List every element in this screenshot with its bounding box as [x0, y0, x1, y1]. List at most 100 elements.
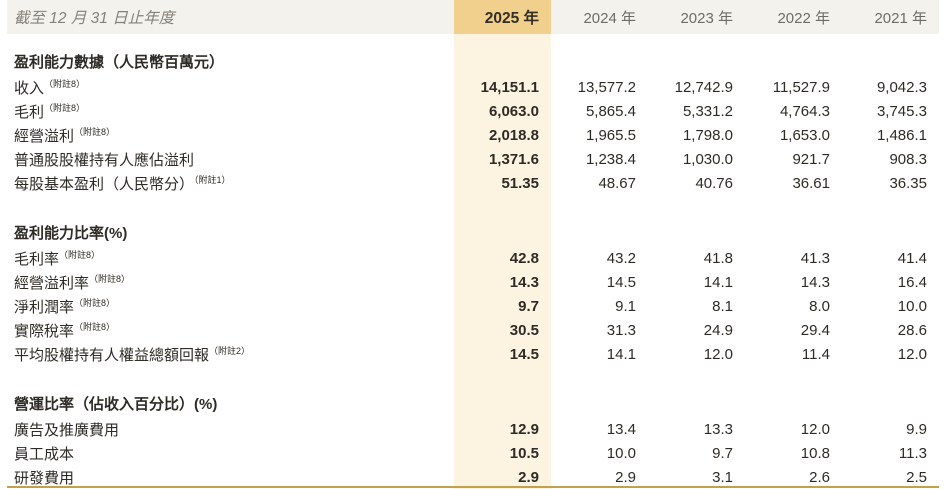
value-cell: 1,030.0: [682, 150, 733, 168]
highlight-empty-cell: [454, 366, 551, 390]
highlight-empty-cell: [454, 195, 551, 219]
value-cell: 12,742.9: [674, 78, 733, 96]
value-cell: 13.3: [703, 420, 733, 438]
empty-cell: [7, 34, 454, 48]
value-cell: 29.4: [800, 321, 830, 339]
financial-summary-table: 截至 12 月 31 日止年度 2025 年 2024 年 2023 年 202…: [7, 0, 939, 489]
empty-cell: [648, 366, 745, 390]
year-header-2023: 2023 年: [648, 0, 745, 34]
highlight-empty-cell: [454, 34, 551, 48]
empty-cell: [551, 390, 648, 417]
row-label: 經營溢利率: [14, 274, 90, 292]
value-cell: 24.9: [703, 321, 733, 339]
bottom-rule: [7, 486, 939, 488]
empty-cell: [648, 195, 745, 219]
row-label-cell: 淨利潤率（附註8）: [7, 294, 454, 318]
row-note: （附註1）: [194, 174, 231, 185]
value-cell: 41.8: [703, 249, 733, 267]
value-cell: 9.1: [615, 297, 636, 315]
table-row: 經營溢利（附註8） 2,018.8 1,965.5 1,798.0 1,653.0 1,4…: [7, 123, 939, 147]
row-label: 毛利率: [14, 250, 60, 268]
value-cell: 1,486.1: [876, 126, 927, 144]
value-cell: 14.5: [606, 273, 636, 291]
empty-cell: [842, 390, 939, 417]
value-cell: 2.6: [809, 468, 830, 486]
empty-cell: [648, 219, 745, 246]
spacer-row: [7, 195, 939, 219]
table-row: 收入（附註8） 14,151.1 13,577.2 12,742.9 11,527.9 9…: [7, 75, 939, 99]
section-title: 盈利能力比率(%): [14, 225, 128, 242]
value-cell: 9.7: [712, 444, 733, 462]
value-cell: 14.5: [454, 342, 551, 366]
row-label: 平均股權持有人權益總額回報: [14, 346, 210, 364]
value-cell: 36.35: [889, 174, 927, 192]
row-label: 普通股股權持有人應佔溢利: [14, 151, 195, 169]
value-cell: 1,965.5: [585, 126, 636, 144]
value-cell: 4,764.3: [779, 102, 830, 120]
value-cell: 36.61: [792, 174, 830, 192]
value-cell: 14.1: [606, 345, 636, 363]
row-note: （附註8）: [59, 249, 101, 260]
empty-cell: [745, 34, 842, 48]
section-title-row: 盈利能力比率(%): [7, 219, 939, 246]
empty-cell: [551, 195, 648, 219]
value-cell: 13,577.2: [577, 78, 636, 96]
value-cell: 1,798.0: [682, 126, 733, 144]
table-row: 每股基本盈利（人民幣分）（附註1） 51.35 48.67 40.76 36.61 36.…: [7, 171, 939, 195]
value-cell: 9.7: [454, 294, 551, 318]
row-label-cell: 普通股股權持有人應佔溢利: [7, 147, 454, 171]
empty-cell: [842, 195, 939, 219]
value-cell: 41.3: [800, 249, 830, 267]
table-row: 普通股股權持有人應佔溢利 1,371.6 1,238.4 1,030.0 921.7 90…: [7, 147, 939, 171]
row-label-cell: 研發費用: [7, 465, 454, 489]
value-cell: 1,653.0: [779, 126, 830, 144]
table-row: 平均股權持有人權益總額回報（附註2） 14.5 14.1 12.0 11.4 12.0: [7, 342, 939, 366]
value-cell: 3.1: [712, 468, 733, 486]
empty-cell: [745, 366, 842, 390]
empty-cell: [842, 366, 939, 390]
row-label: 廣告及推廣費用: [14, 421, 120, 439]
row-label: 淨利潤率: [14, 298, 75, 316]
value-cell: 6,063.0: [454, 99, 551, 123]
year-header-2025: 2025 年: [454, 0, 551, 34]
empty-cell: [842, 34, 939, 48]
value-cell: 10.0: [606, 444, 636, 462]
period-label: 截至 12 月 31 日止年度: [7, 0, 454, 34]
empty-cell: [7, 195, 454, 219]
value-cell: 2.9: [454, 465, 551, 489]
value-cell: 43.2: [606, 249, 636, 267]
row-note: （附註8）: [89, 273, 131, 284]
value-cell: 30.5: [454, 318, 551, 342]
empty-cell: [551, 366, 648, 390]
table-body: 盈利能力數據（人民幣百萬元） 收入（附註8） 14,151.1 13,577.2 12,…: [7, 34, 939, 489]
table-row: 廣告及推廣費用 12.9 13.4 13.3 12.0 9.9: [7, 417, 939, 441]
value-cell: 8.0: [809, 297, 830, 315]
row-label-cell: 收入（附註8）: [7, 75, 454, 99]
row-note: （附註8）: [74, 321, 116, 332]
row-label-cell: 平均股權持有人權益總額回報（附註2）: [7, 342, 454, 366]
empty-cell: [648, 34, 745, 48]
value-cell: 5,865.4: [585, 102, 636, 120]
value-cell: 10.8: [800, 444, 830, 462]
section-title-row: 盈利能力數據（人民幣百萬元）: [7, 48, 939, 75]
row-label: 研發費用: [14, 469, 75, 487]
table-row: 淨利潤率（附註8） 9.7 9.1 8.1 8.0 10.0: [7, 294, 939, 318]
value-cell: 2.9: [615, 468, 636, 486]
value-cell: 11.3: [898, 444, 927, 462]
value-cell: 13.4: [606, 420, 636, 438]
row-label: 員工成本: [14, 445, 75, 463]
value-cell: 42.8: [454, 246, 551, 270]
row-label-cell: 員工成本: [7, 441, 454, 465]
year-header-2022: 2022 年: [745, 0, 842, 34]
value-cell: 9.9: [906, 420, 927, 438]
value-cell: 51.35: [454, 171, 551, 195]
row-note: （附註2）: [209, 345, 251, 356]
value-cell: 12.9: [454, 417, 551, 441]
section-title: 營運比率（佔收入百分比）(%): [14, 396, 218, 413]
row-label: 經營溢利: [14, 127, 75, 145]
section-title: 盈利能力數據（人民幣百萬元）: [14, 54, 225, 71]
highlight-empty-cell: [454, 390, 551, 417]
row-label: 毛利: [14, 103, 45, 121]
empty-cell: [745, 48, 842, 75]
